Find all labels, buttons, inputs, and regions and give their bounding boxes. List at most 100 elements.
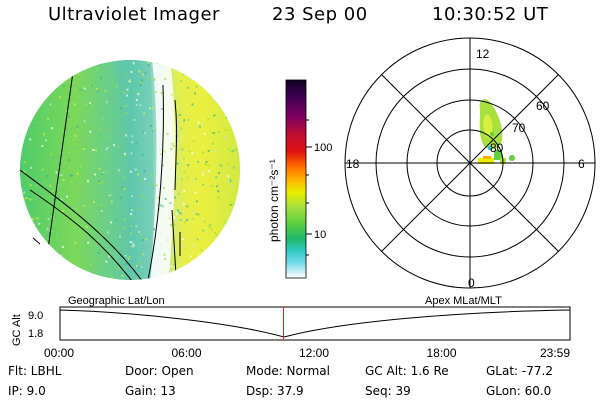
speckle <box>135 142 138 145</box>
speckle <box>131 245 134 248</box>
speckle <box>149 107 151 110</box>
speckle <box>99 63 102 66</box>
speckle <box>139 104 142 107</box>
speckle <box>175 212 178 215</box>
speckle <box>191 217 194 220</box>
uv-earth-image <box>20 60 240 280</box>
speckle <box>119 171 122 174</box>
speckle <box>55 171 58 174</box>
speckle <box>117 267 120 270</box>
timeline-xticks: 00:00 06:00 12:00 18:00 23:59 <box>44 346 570 360</box>
speckle <box>213 114 216 117</box>
speckle <box>131 135 134 138</box>
speckle <box>170 265 173 268</box>
speckle <box>190 219 192 221</box>
speckle <box>152 129 155 132</box>
speckle <box>38 222 41 225</box>
speckle <box>166 239 169 242</box>
speckle <box>106 146 109 149</box>
timeline-xtick-label: 18:00 <box>427 346 457 360</box>
speckle <box>213 132 216 135</box>
speckle <box>57 141 60 143</box>
speckle <box>160 108 163 110</box>
colorbar-unit-label: photon cm⁻²s⁻¹ <box>267 159 281 242</box>
speckle <box>61 246 64 248</box>
speckle <box>148 161 151 164</box>
speckle <box>203 132 206 135</box>
speckle <box>191 103 194 106</box>
speckle <box>210 227 213 230</box>
speckle <box>159 221 162 224</box>
speckle <box>123 91 126 94</box>
speckle <box>98 127 101 130</box>
speckle <box>195 85 198 88</box>
speckle <box>194 92 196 95</box>
speckle <box>76 125 79 128</box>
speckle <box>134 84 137 87</box>
speckle <box>170 148 173 151</box>
speckle <box>91 177 94 180</box>
speckle <box>89 102 91 105</box>
speckle <box>229 203 232 206</box>
speckle <box>110 194 113 196</box>
status-glon: GLon: 60.0 <box>486 384 552 398</box>
speckle <box>133 175 135 178</box>
speckle <box>218 172 221 174</box>
speckle <box>29 184 32 187</box>
speckle <box>186 205 189 208</box>
status-flt: Flt: LBHL <box>8 364 62 378</box>
speckle <box>197 121 200 124</box>
speckle <box>169 202 172 205</box>
speckle <box>186 86 189 89</box>
speckle <box>130 70 133 73</box>
speckle <box>79 201 82 204</box>
speckle <box>205 161 208 163</box>
speckle <box>135 103 138 106</box>
speckle <box>47 117 50 120</box>
speckle <box>116 85 118 88</box>
speckle <box>110 200 113 203</box>
speckle <box>147 78 150 81</box>
speckle <box>171 208 174 211</box>
speckle <box>60 174 63 176</box>
speckle <box>202 122 205 125</box>
speckle <box>140 265 143 268</box>
speckle <box>104 90 107 93</box>
speckle <box>235 148 238 151</box>
speckle <box>75 144 78 147</box>
speckle <box>76 202 79 205</box>
speckle <box>141 154 144 156</box>
speckle <box>125 134 128 137</box>
speckle <box>130 213 133 216</box>
speckle <box>131 141 134 144</box>
speckle <box>216 234 218 237</box>
speckle <box>198 125 201 128</box>
timeline-xtick-label: 06:00 <box>172 346 202 360</box>
speckle <box>46 233 49 236</box>
image-title: Ultraviolet Imager <box>48 4 220 25</box>
colorbar-tick-10: 10 <box>314 229 326 241</box>
speckle <box>141 81 144 84</box>
speckle <box>136 265 138 267</box>
speckle <box>214 149 217 152</box>
speckle <box>68 159 71 162</box>
speckle <box>68 115 70 118</box>
speckle <box>74 241 77 244</box>
speckle <box>142 131 145 133</box>
speckle <box>229 180 232 183</box>
speckle <box>143 131 146 134</box>
speckle <box>75 182 78 185</box>
speckle <box>188 260 190 263</box>
speckle <box>82 73 85 76</box>
speckle <box>130 232 133 235</box>
speckle <box>90 84 93 87</box>
altitude-timeline: Geographic Lat/Lon Apex MLat/MLT 9.0 1.8… <box>11 295 571 360</box>
speckle <box>194 191 197 194</box>
speckle <box>36 217 39 220</box>
speckle <box>82 88 85 91</box>
speckle <box>162 187 165 190</box>
speckle <box>33 124 36 127</box>
speckle <box>68 151 71 154</box>
speckle <box>197 245 200 248</box>
speckle <box>35 184 38 187</box>
